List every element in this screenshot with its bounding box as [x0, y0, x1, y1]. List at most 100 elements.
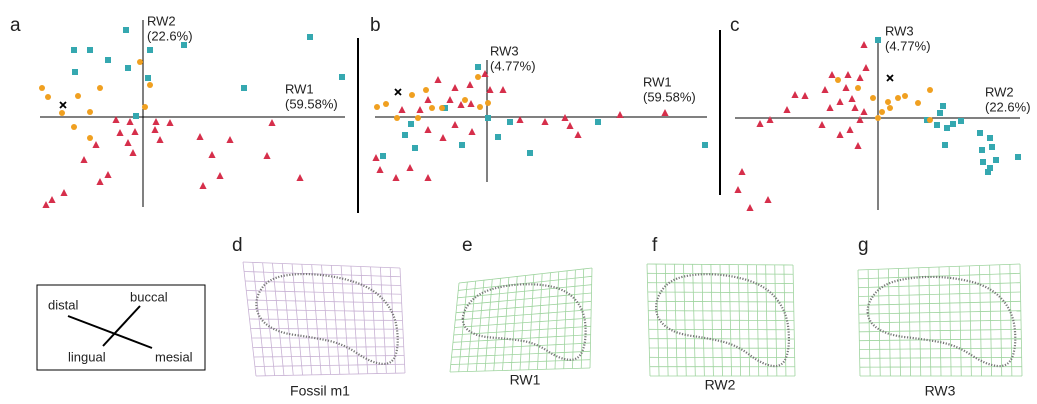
point — [156, 136, 164, 143]
point — [394, 88, 402, 96]
point — [145, 75, 151, 81]
point — [59, 110, 65, 116]
panel-letter: e — [462, 235, 473, 256]
y-axis-label: (4.77%) — [885, 38, 931, 53]
grid-line — [859, 328, 1022, 333]
point — [860, 108, 868, 115]
grid-line — [457, 284, 592, 299]
grid-line — [455, 300, 592, 314]
grid-line — [458, 275, 592, 291]
point — [856, 116, 864, 123]
point — [846, 126, 854, 133]
point — [836, 98, 844, 105]
point — [131, 128, 139, 135]
point — [836, 131, 844, 138]
point — [424, 174, 432, 181]
point — [42, 201, 50, 208]
grid-line — [858, 319, 1022, 324]
point — [844, 71, 852, 78]
point — [408, 121, 414, 127]
panel-letter: g — [858, 235, 869, 256]
tooth-outline — [461, 283, 587, 361]
point — [263, 152, 271, 159]
x-axis-label: (22.6%) — [985, 99, 1031, 114]
point — [406, 164, 414, 171]
point — [821, 86, 829, 93]
key-box — [36, 284, 206, 371]
point — [756, 120, 764, 127]
point — [993, 157, 999, 163]
point — [734, 186, 742, 193]
point — [412, 145, 418, 151]
key-label: lingual — [68, 349, 106, 364]
point — [125, 65, 131, 71]
point — [142, 104, 148, 110]
point — [126, 118, 134, 125]
point — [980, 159, 986, 165]
key-line — [102, 305, 141, 347]
point — [416, 106, 424, 113]
point — [451, 84, 459, 91]
point — [462, 97, 468, 103]
point — [942, 142, 948, 148]
x-axis-label: (59.58%) — [285, 96, 338, 111]
grid-line — [647, 282, 794, 284]
key-line — [67, 315, 153, 349]
grid-line — [647, 300, 794, 303]
point — [80, 156, 88, 163]
point — [987, 135, 993, 141]
grid-line — [242, 261, 401, 269]
point — [152, 118, 160, 125]
point — [133, 113, 139, 119]
panel-letter: f — [652, 235, 658, 256]
point — [226, 136, 234, 143]
point — [439, 105, 445, 111]
point — [927, 117, 933, 123]
shape-caption: RW2 — [705, 377, 736, 393]
point — [415, 115, 421, 121]
point — [481, 70, 489, 77]
point — [860, 41, 868, 48]
point — [862, 64, 870, 71]
point — [424, 96, 432, 103]
point — [409, 92, 415, 98]
point — [181, 42, 187, 48]
point — [940, 103, 946, 109]
point — [495, 134, 501, 140]
point — [467, 100, 475, 107]
point — [71, 47, 77, 53]
panel-letter: c — [730, 15, 740, 36]
point — [979, 147, 985, 153]
grid-line — [858, 310, 1021, 315]
grid-line — [455, 309, 592, 321]
point — [87, 47, 93, 53]
point — [485, 100, 491, 106]
grid-line — [250, 328, 403, 330]
tooth-outline — [866, 275, 1017, 368]
point — [541, 118, 549, 125]
point — [527, 150, 533, 156]
point — [561, 114, 569, 121]
point — [848, 95, 856, 102]
point — [738, 168, 746, 175]
point — [147, 82, 153, 88]
point — [374, 104, 380, 110]
point — [937, 110, 943, 116]
point — [75, 93, 81, 99]
point — [380, 153, 386, 159]
point — [766, 116, 774, 123]
point — [72, 69, 78, 75]
point — [129, 149, 137, 156]
point — [507, 119, 513, 125]
grid-line — [647, 272, 794, 275]
grid-line — [859, 366, 1022, 368]
point — [835, 77, 841, 83]
point — [764, 196, 772, 203]
point — [934, 122, 940, 128]
point — [151, 126, 159, 133]
orientation-key: distal buccal lingual mesial — [36, 284, 206, 371]
tooth-outline — [255, 272, 399, 366]
point — [958, 118, 964, 124]
grid-line — [859, 356, 1022, 359]
point — [485, 115, 491, 121]
